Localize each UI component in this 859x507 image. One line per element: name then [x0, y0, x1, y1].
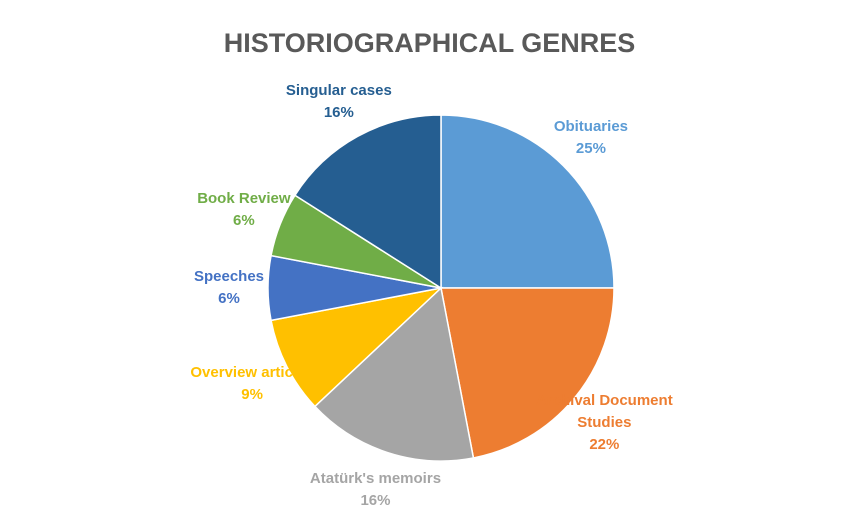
pie-slice — [293, 114, 442, 290]
data-label: Overview articles 9% — [162, 362, 342, 406]
pie-slice — [313, 286, 475, 462]
data-label: Singular cases 16% — [249, 80, 429, 124]
percent-label: 22% — [589, 436, 620, 454]
data-label: Archival Document Studies 22% — [514, 390, 694, 456]
category-label: Archival Document Studies — [535, 392, 673, 432]
percent-label: 16% — [323, 104, 354, 122]
data-label: Atatürk's memoirs 16% — [285, 468, 465, 507]
category-label: Singular cases — [285, 82, 392, 100]
percent-label: 9% — [241, 386, 263, 404]
category-label: Speeches — [193, 268, 265, 285]
category-label: Overview articles — [190, 364, 314, 382]
percent-label: 16% — [360, 491, 391, 507]
pie-slice — [440, 114, 615, 289]
percent-label: 6% — [233, 211, 255, 229]
pie-slice — [440, 287, 615, 459]
data-label: Book Review 6% — [154, 188, 334, 232]
percent-label: 25% — [575, 140, 606, 158]
chart-title: HISTORIOGRAPHICAL GENRES — [223, 28, 636, 58]
category-label: Book Review — [197, 189, 291, 207]
category-label: Atatürk's memoirs — [309, 469, 442, 487]
percent-label: 6% — [218, 290, 240, 307]
category-label: Obituaries — [553, 118, 628, 136]
pie-slice — [270, 286, 444, 408]
data-label: Speeches 6% — [139, 266, 319, 310]
data-label: Obituaries 25% — [501, 116, 681, 160]
